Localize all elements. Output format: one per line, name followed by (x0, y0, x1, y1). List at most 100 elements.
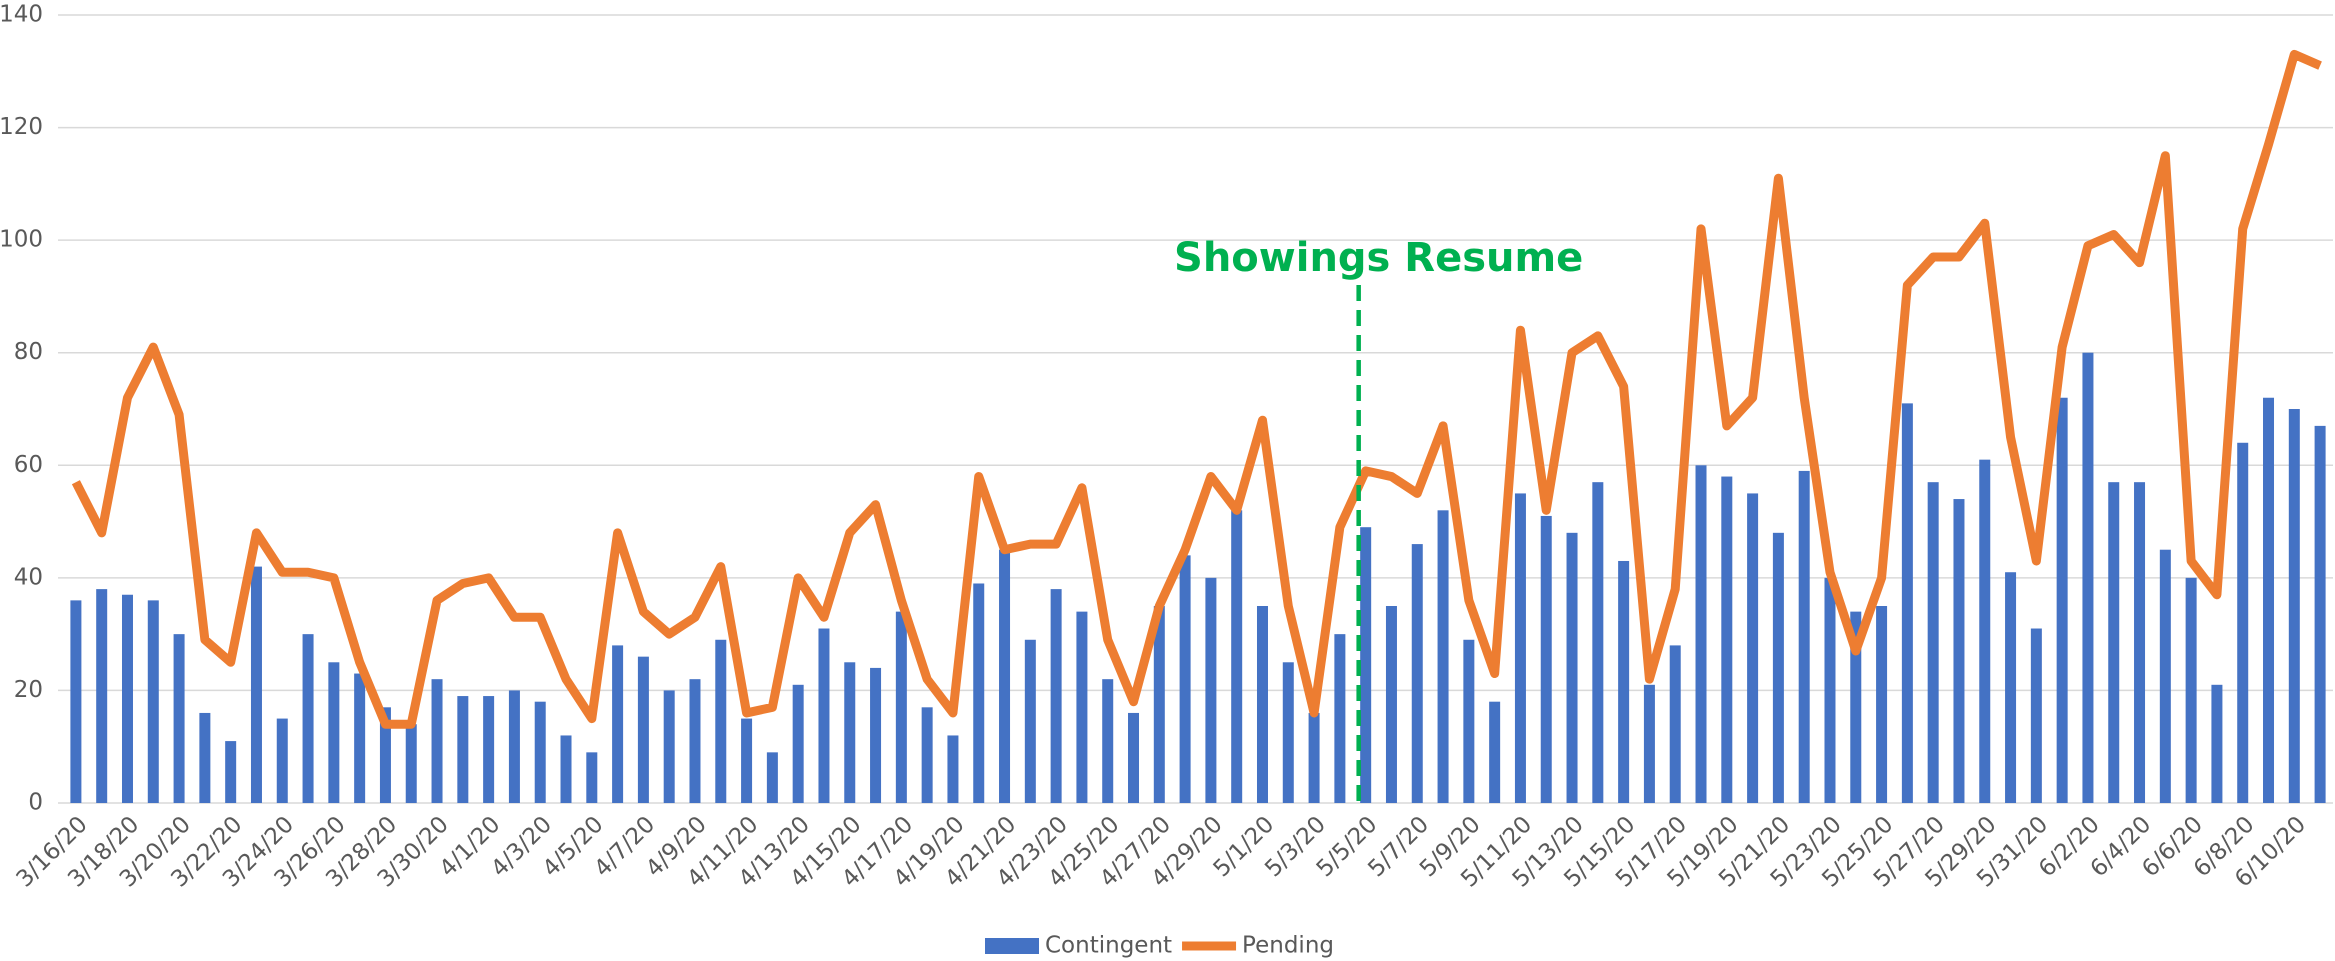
bar (1747, 493, 1759, 803)
bar (818, 628, 830, 803)
bar (921, 707, 933, 803)
y-tick-label: 140 (0, 2, 43, 28)
bar (792, 684, 804, 803)
bar (2082, 352, 2094, 803)
bar (1927, 482, 1939, 803)
bar (1643, 684, 1655, 803)
bar (199, 712, 211, 803)
bar (96, 589, 108, 803)
bar (1050, 589, 1062, 803)
bar (1824, 577, 1836, 803)
bar (1411, 544, 1423, 803)
bar (1953, 499, 1965, 803)
y-tick-label: 100 (0, 227, 43, 253)
bar (1153, 606, 1165, 803)
annotation: Showings Resume (1174, 235, 1583, 281)
bar (1901, 403, 1913, 803)
bar (1669, 645, 1681, 803)
bar (2134, 482, 2146, 803)
bar (1205, 577, 1217, 803)
bar (586, 752, 598, 803)
bar (973, 583, 985, 803)
bar (173, 634, 185, 803)
bar (1128, 712, 1140, 803)
bar (715, 639, 727, 803)
bar (1798, 470, 1810, 803)
bar (1566, 532, 1578, 803)
bar (560, 735, 572, 803)
bar (354, 673, 366, 803)
bar (2211, 684, 2223, 803)
bar (1463, 639, 1475, 803)
bar (1618, 560, 1630, 803)
bar (1076, 611, 1088, 803)
y-tick-label: 20 (14, 677, 43, 703)
bar (844, 662, 856, 803)
legend-label: Pending (1242, 933, 1334, 959)
bar (225, 741, 237, 803)
bar (250, 566, 262, 803)
bar (947, 735, 959, 803)
bar (1540, 515, 1552, 803)
bar (1334, 634, 1346, 803)
bar (328, 662, 340, 803)
bar (1876, 606, 1888, 803)
bar (1489, 701, 1501, 803)
bar (1721, 476, 1733, 803)
bar (302, 634, 314, 803)
bar (2056, 397, 2068, 803)
legend-swatch (985, 938, 1039, 954)
bar (276, 718, 288, 803)
y-tick-label: 40 (14, 564, 43, 590)
bar (70, 600, 82, 803)
bar (2314, 425, 2326, 803)
bar (405, 724, 417, 803)
bar (1592, 482, 1604, 803)
bar (2030, 628, 2042, 803)
bar (870, 667, 882, 803)
bar (1256, 606, 1268, 803)
bar (766, 752, 778, 803)
bar (2159, 549, 2171, 803)
bar (1282, 662, 1294, 803)
legend-label: Contingent (1045, 933, 1172, 959)
bar (1772, 532, 1784, 803)
bar (637, 656, 649, 803)
bar (379, 707, 391, 803)
bar (663, 690, 675, 803)
bar (1231, 510, 1243, 803)
y-tick-label: 60 (14, 452, 43, 478)
bar (147, 600, 159, 803)
bar (895, 611, 907, 803)
bar (2237, 442, 2249, 803)
line (71, 49, 2322, 729)
bar (483, 696, 495, 803)
bar (1385, 606, 1397, 803)
bar (1179, 555, 1191, 803)
bar (2288, 409, 2300, 803)
bar (431, 679, 443, 803)
bar (121, 594, 133, 803)
bar (457, 696, 469, 803)
bar (2108, 482, 2120, 803)
y-tick-label: 80 (14, 339, 43, 365)
bar (534, 701, 546, 803)
bar (508, 690, 520, 803)
bar (1024, 639, 1036, 803)
bar (1695, 465, 1707, 803)
bar (612, 645, 624, 803)
bar (1850, 611, 1862, 803)
bar (2185, 577, 2197, 803)
bar (1514, 493, 1526, 803)
bar (2005, 572, 2017, 803)
y-tick-label: 0 (28, 790, 43, 816)
bar (1308, 712, 1320, 803)
y-tick-label: 120 (0, 114, 43, 140)
bar (1102, 679, 1114, 803)
bar (689, 679, 701, 803)
bar (999, 549, 1011, 803)
bar (1360, 527, 1372, 803)
bar (1437, 510, 1449, 803)
bar (2263, 397, 2275, 803)
